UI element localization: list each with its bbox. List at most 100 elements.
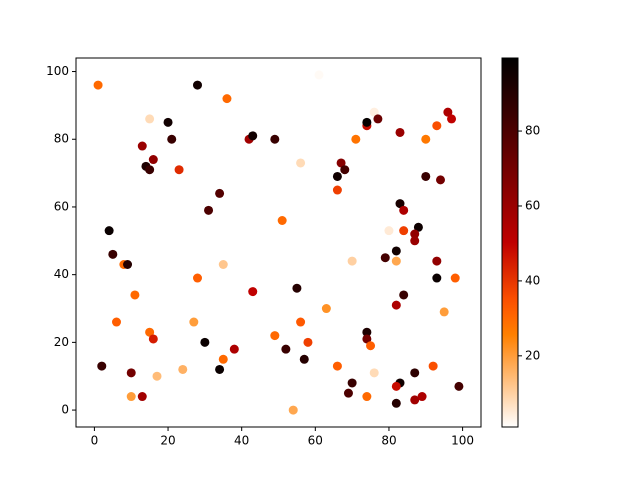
point (428, 361, 438, 371)
point (130, 290, 140, 300)
point (410, 368, 420, 378)
point (93, 80, 103, 90)
point (296, 158, 306, 168)
point (148, 155, 158, 165)
point (215, 364, 225, 374)
point (421, 134, 431, 144)
point (347, 378, 357, 388)
point (314, 70, 324, 80)
point (380, 253, 390, 263)
y-tick-label: 0 (61, 403, 69, 417)
point (332, 185, 342, 195)
point (340, 165, 350, 175)
point (299, 354, 309, 364)
y-tick-label: 60 (54, 199, 69, 213)
point (296, 317, 306, 327)
point (200, 337, 210, 347)
point (391, 246, 401, 256)
x-tick-label: 20 (160, 434, 175, 448)
point (137, 392, 147, 402)
point (218, 260, 228, 270)
y-tick-label: 80 (54, 132, 69, 146)
point (152, 371, 162, 381)
point (204, 205, 214, 215)
point (189, 317, 199, 327)
point (369, 368, 379, 378)
point (410, 236, 420, 246)
point (104, 226, 114, 236)
point (343, 388, 353, 398)
point (391, 398, 401, 408)
x-tick-label: 0 (91, 434, 99, 448)
axes-frame (75, 57, 482, 428)
point (454, 381, 464, 391)
point (123, 260, 133, 270)
point (362, 117, 372, 127)
point (288, 405, 298, 415)
point (417, 392, 427, 402)
point (366, 341, 376, 351)
point (384, 226, 394, 236)
point (97, 361, 107, 371)
x-tick-label: 100 (451, 434, 474, 448)
point (145, 165, 155, 175)
point (270, 331, 280, 341)
point (163, 117, 173, 127)
point (373, 114, 383, 124)
point (112, 317, 121, 327)
point (391, 256, 401, 266)
point (336, 158, 346, 168)
colorbar-tick-label: 80 (525, 124, 540, 138)
point (436, 175, 445, 185)
point (193, 273, 202, 283)
point (439, 307, 449, 317)
colorbar-frame (501, 57, 519, 428)
x-tick-label: 80 (381, 434, 396, 448)
colorbar (502, 58, 518, 427)
point (413, 222, 423, 232)
point (281, 344, 291, 354)
point (395, 127, 405, 137)
point (145, 327, 155, 337)
point (362, 327, 372, 337)
point (450, 273, 460, 283)
point (410, 229, 420, 239)
point (167, 134, 177, 144)
point (321, 304, 331, 314)
point (391, 381, 401, 391)
point (292, 283, 302, 293)
y-tick-label: 40 (54, 267, 69, 281)
point (222, 94, 232, 104)
y-tick-label: 100 (46, 64, 69, 78)
point (447, 114, 457, 124)
point (277, 215, 287, 225)
x-tick-label: 40 (234, 434, 249, 448)
point (432, 121, 442, 131)
point (395, 199, 405, 209)
point (193, 80, 202, 90)
point (399, 290, 409, 300)
point (362, 392, 372, 402)
point (421, 171, 431, 181)
point (362, 334, 372, 344)
point (399, 205, 409, 215)
point (332, 361, 342, 371)
point (108, 249, 118, 259)
point (303, 337, 313, 347)
point (332, 171, 342, 181)
point (369, 107, 379, 117)
point (248, 287, 258, 297)
colorbar-tick-label: 60 (525, 198, 540, 212)
point (178, 364, 188, 374)
point (351, 134, 361, 144)
point (137, 141, 147, 151)
point (410, 395, 420, 405)
point (347, 256, 357, 266)
point (126, 368, 136, 378)
point (229, 344, 239, 354)
point (126, 392, 136, 402)
y-tick-label: 20 (54, 335, 69, 349)
point (174, 165, 184, 175)
point (432, 273, 442, 283)
